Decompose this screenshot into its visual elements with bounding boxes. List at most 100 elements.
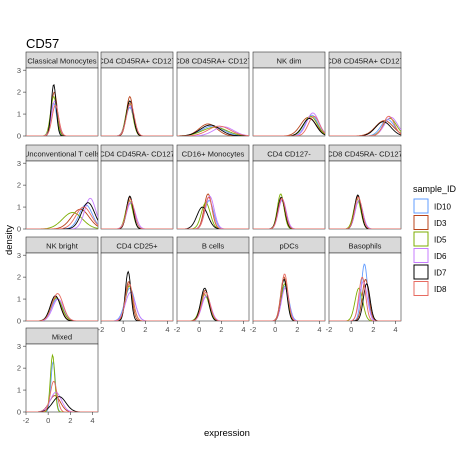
density-line-id7 [101,100,173,136]
density-line-id8 [26,104,98,136]
y-tick-label: 3 [17,66,21,75]
density-line-id7 [101,195,173,229]
y-tick-label: 3 [17,251,21,260]
density-line-id3 [101,281,173,321]
facet-plot-area [25,160,99,230]
legend-item-id6: ID6 [413,248,447,263]
x-tick-label: 0 [121,325,125,334]
density-line-id7 [329,194,401,229]
legend-item-id5: ID5 [413,231,447,247]
facet-strip-label: CD16+ Monocytes [182,150,245,159]
x-tick-label: 4 [241,325,245,334]
x-axis-label: expression [204,428,250,439]
density-line-id6 [177,195,249,229]
density-line-id7 [253,278,325,321]
legend-key [413,198,429,214]
density-line-id8 [101,198,173,229]
facet-strip-label: pDCs [280,242,299,251]
facet-panel: CD8 CD45RA- CD127 [327,144,403,230]
density-line-id5 [253,193,325,229]
facet-strip-label: CD8 CD45RA+ CD127 [174,57,251,66]
legend: sample_ID ID10 ID3 ID5 ID6 ID7 ID8 [413,184,457,296]
facet-panel: CD8 CD45RA+ CD127 [174,51,251,137]
density-line-id7 [329,121,401,136]
x-tick-label: 4 [90,416,94,425]
legend-key [413,248,429,263]
density-line-id3 [329,120,401,136]
facet-strip-label: Classical Monocytes [27,57,96,66]
facet-strip-label: CD4 CD127- [267,150,311,159]
x-tick-label: 4 [393,325,397,334]
density-line-id3 [329,278,401,321]
facet-panel: Unconventional T cells 0 1 2 3 [17,144,100,234]
legend-item-id10: ID10 [413,198,451,214]
facet-strip-label: Basophils [349,242,382,251]
density-line-id8 [177,196,249,229]
facet-strip-label: Unconventional T cells [24,150,100,159]
x-tick-label: -2 [23,416,30,425]
x-tick-label: 2 [295,325,299,334]
density-line-id8 [101,283,173,321]
legend-item-id7: ID7 [413,264,447,280]
x-tick-label: -2 [250,325,257,334]
x-tick-label: -2 [98,325,105,334]
density-line-id3 [26,91,98,136]
y-tick-label: 1 [17,203,21,212]
density-line-id7 [26,84,98,136]
legend-label: ID10 [434,203,451,212]
x-tick-label: 0 [197,325,201,334]
facet-strip-label: NK bright [46,242,79,251]
x-tick-label: 4 [165,325,169,334]
facet-strip-label: CD8 CD45RA- CD127 [327,150,403,159]
density-line-id8 [253,115,325,136]
legend-label: ID7 [434,269,447,278]
facet-strip-label: CD8 CD45RA+ CD127 [326,57,403,66]
facet-strip-label: B cells [202,242,225,251]
facet-plot-area [252,160,326,230]
y-tick-label: 2 [17,364,21,373]
density-line-id7 [177,206,249,229]
y-axis-label: density [4,225,15,255]
y-tick-label: 3 [17,159,21,168]
facet-plot-area [176,252,250,322]
density-line-id8 [101,102,173,136]
facet-plot-area [176,67,250,137]
facet-panel: NK bright 0 1 2 3 [17,236,99,326]
legend-item-id3: ID3 [413,215,447,230]
facet-plot-area [176,160,250,230]
density-line-id5 [26,353,98,412]
y-tick-label: 2 [17,273,21,282]
density-line-id3 [26,208,98,229]
x-tick-label: 0 [46,416,50,425]
facet-strip-label: NK dim [277,57,302,66]
facet-panel: CD4 CD127- [252,144,326,230]
x-tick-label: -2 [326,325,333,334]
density-line-id8 [26,293,98,321]
x-tick-label: 4 [317,325,321,334]
y-tick-label: 3 [17,342,21,351]
density-line-id7 [101,270,173,321]
y-tick-label: 1 [17,295,21,304]
facet-panel: Basophils -2 0 2 4 [326,236,402,334]
density-line-id7 [177,124,249,136]
legend-item-id8: ID8 [413,281,447,296]
density-line-id6 [26,197,98,229]
facet-panel: Classical Monocytes 0 1 2 3 [17,51,99,141]
legend-label: ID3 [434,219,447,228]
facet-strip-label: CD4 CD25+ [116,242,158,251]
density-line-id8 [329,115,401,136]
facet-plot-area [252,67,326,137]
density-line-id5 [253,283,325,321]
x-tick-label: 0 [349,325,353,334]
x-tick-label: 2 [143,325,147,334]
density-line-id10 [177,199,249,229]
density-line-id6 [329,200,401,229]
legend-key [413,264,429,280]
legend-label: ID6 [434,252,447,261]
density-line-id8 [329,196,401,229]
y-tick-label: 0 [17,317,21,326]
facet-panel: CD16+ Monocytes [176,144,250,230]
facet-panel: B cells -2 0 2 4 [174,236,250,334]
